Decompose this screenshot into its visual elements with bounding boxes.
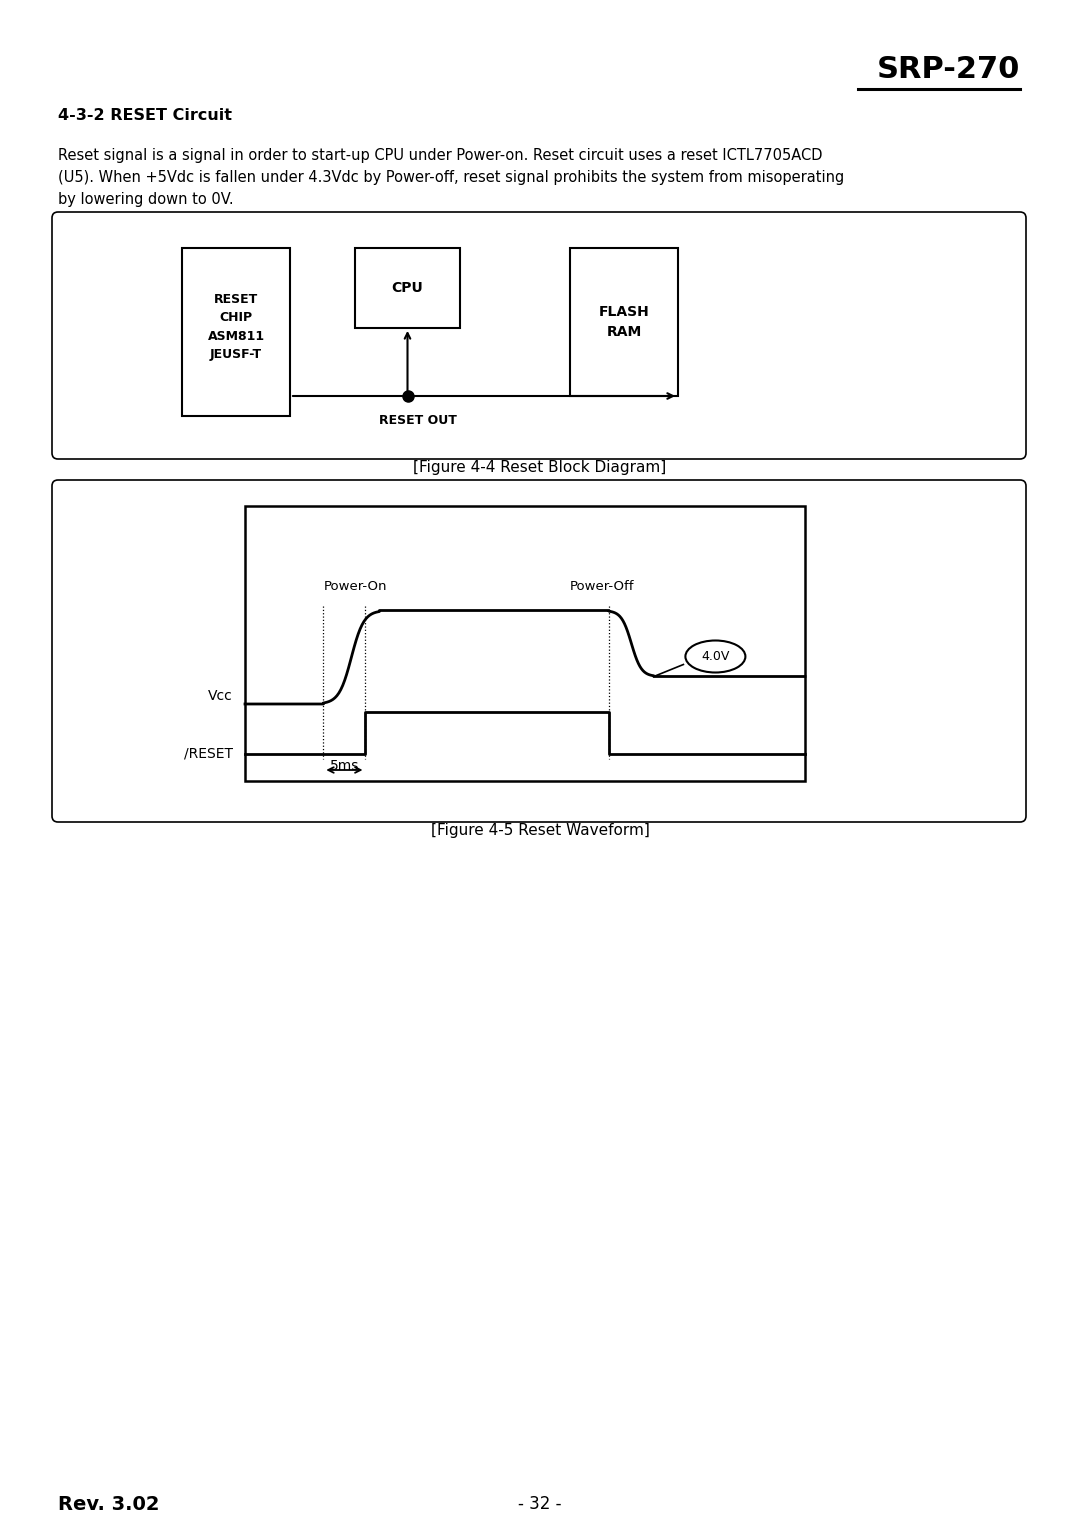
Text: Reset signal is a signal in order to start-up CPU under Power-on. Reset circuit : Reset signal is a signal in order to sta… <box>58 148 823 163</box>
Text: CPU: CPU <box>392 281 423 295</box>
Text: - 32 -: - 32 - <box>518 1495 562 1513</box>
Text: SRP-270: SRP-270 <box>877 55 1020 84</box>
Text: RESET
CHIP
ASM811
JEUSF-T: RESET CHIP ASM811 JEUSF-T <box>207 293 265 362</box>
Text: FLASH
RAM: FLASH RAM <box>598 305 649 339</box>
Text: [Figure 4-5 Reset Waveform]: [Figure 4-5 Reset Waveform] <box>431 823 649 838</box>
Text: 5ms: 5ms <box>329 759 359 773</box>
Text: [Figure 4-4 Reset Block Diagram]: [Figure 4-4 Reset Block Diagram] <box>414 460 666 475</box>
Text: 4-3-2 RESET Circuit: 4-3-2 RESET Circuit <box>58 108 232 124</box>
Bar <box>355 247 460 328</box>
Text: 4.0V: 4.0V <box>701 651 730 663</box>
Ellipse shape <box>686 640 745 672</box>
Text: by lowering down to 0V.: by lowering down to 0V. <box>58 192 233 208</box>
Bar <box>245 505 805 780</box>
Bar <box>570 247 678 395</box>
FancyBboxPatch shape <box>52 479 1026 822</box>
Text: RESET OUT: RESET OUT <box>379 414 457 428</box>
FancyBboxPatch shape <box>52 212 1026 460</box>
Bar <box>183 247 291 415</box>
Text: Vcc: Vcc <box>208 689 233 702</box>
Text: /RESET: /RESET <box>184 747 233 760</box>
Text: Rev. 3.02: Rev. 3.02 <box>58 1495 160 1513</box>
Text: Power-On: Power-On <box>323 580 387 594</box>
Text: Power-Off: Power-Off <box>570 580 634 594</box>
Text: (U5). When +5Vdc is fallen under 4.3Vdc by Power-off, reset signal prohibits the: (U5). When +5Vdc is fallen under 4.3Vdc … <box>58 169 845 185</box>
